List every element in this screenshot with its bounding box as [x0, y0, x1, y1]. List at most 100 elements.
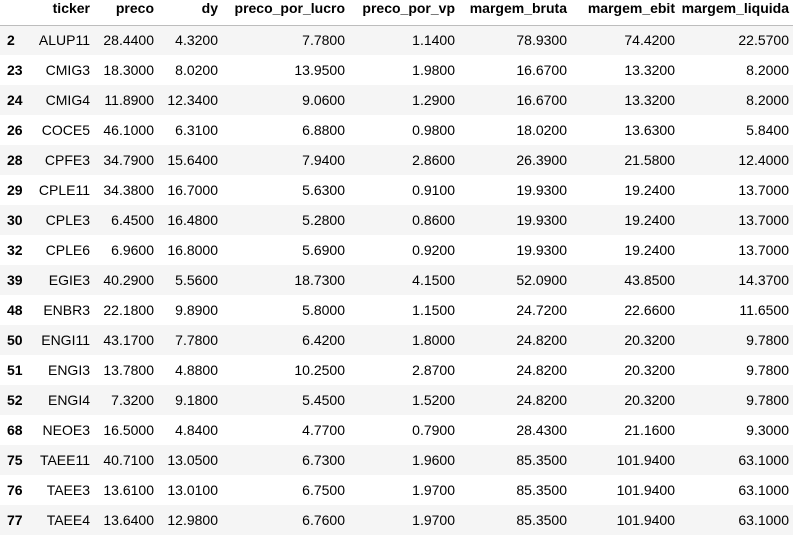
cell-margem-liquida: 9.3000 — [746, 422, 789, 438]
cell-preco-por-lucro: 5.6900 — [302, 242, 345, 258]
cell-ticker: EGIE3 — [48, 272, 90, 288]
row-index: 30 — [7, 212, 23, 228]
cell-preco: 18.3000 — [103, 62, 154, 78]
cell-dy: 16.4800 — [167, 212, 218, 228]
cell-dy: 16.7000 — [167, 182, 218, 198]
table-row: 52 ENGI4 7.3200 9.1800 5.4500 1.5200 24.8200 20… — [0, 385, 793, 415]
cell-preco-por-vp: 1.9600 — [412, 452, 455, 468]
cell-margem-bruta: 26.3900 — [516, 152, 567, 168]
cell-margem-ebit: 74.4200 — [624, 32, 675, 49]
cell-dy: 13.0500 — [167, 452, 218, 468]
cell-margem-ebit: 21.1600 — [624, 422, 675, 438]
cell-preco-por-lucro: 9.0600 — [302, 92, 345, 108]
cell-ticker: CMIG4 — [45, 92, 90, 108]
cell-preco-por-vp: 0.8600 — [412, 212, 455, 228]
cell-preco-por-vp: 0.9100 — [412, 182, 455, 198]
cell-preco-por-vp: 1.9800 — [412, 62, 455, 78]
row-index: 24 — [7, 92, 23, 108]
cell-preco-por-lucro: 5.4500 — [302, 392, 345, 408]
cell-dy: 12.3400 — [167, 92, 218, 108]
cell-dy: 4.3200 — [175, 32, 218, 49]
cell-preco-por-lucro: 6.7600 — [302, 512, 345, 528]
cell-preco-por-vp: 0.7900 — [412, 422, 455, 438]
cell-preco-por-vp: 1.8000 — [412, 332, 455, 348]
cell-margem-liquida: 8.2000 — [746, 92, 789, 108]
cell-margem-bruta: 85.3500 — [516, 512, 567, 528]
cell-dy: 12.9800 — [167, 512, 218, 528]
table-row: 32 CPLE6 6.9600 16.8000 5.6900 0.9200 19.9300 1… — [0, 235, 793, 265]
cell-dy: 6.3100 — [175, 122, 218, 138]
cell-margem-liquida: 63.1000 — [738, 482, 789, 498]
cell-ticker: ENBR3 — [43, 302, 90, 318]
cell-dy: 8.0200 — [175, 62, 218, 78]
cell-margem-liquida: 13.7000 — [738, 212, 789, 228]
table-row: 2 ALUP11 28.4400 4.3200 7.7800 1.1400 78.9300 7… — [0, 25, 793, 55]
cell-margem-liquida: 9.7800 — [746, 362, 789, 378]
cell-margem-ebit: 101.9400 — [616, 512, 675, 528]
row-index: 51 — [7, 362, 23, 378]
cell-preco-por-vp: 1.9700 — [412, 482, 455, 498]
cell-preco: 34.7900 — [103, 152, 154, 168]
cell-margem-ebit: 20.3200 — [624, 392, 675, 408]
row-index: 77 — [7, 512, 23, 528]
row-index: 29 — [7, 182, 23, 198]
cell-preco-por-lucro: 4.7700 — [302, 422, 345, 438]
column-header-ticker: ticker — [32, 0, 94, 26]
column-header-dy: dy — [158, 0, 222, 26]
table-row: 29 CPLE11 34.3800 16.7000 5.6300 0.9100 19.930… — [0, 175, 793, 205]
cell-margem-liquida: 14.3700 — [738, 272, 789, 288]
cell-ticker: TAEE3 — [46, 482, 90, 498]
cell-preco: 13.6100 — [103, 482, 154, 498]
cell-preco: 46.1000 — [103, 122, 154, 138]
column-header-margem-ebit: margem_ebit — [571, 0, 679, 26]
cell-dy: 16.8000 — [167, 242, 218, 258]
cell-margem-liquida: 63.1000 — [738, 452, 789, 468]
cell-margem-bruta: 19.9300 — [516, 242, 567, 258]
cell-preco-por-vp: 0.9800 — [412, 122, 455, 138]
cell-preco-por-lucro: 13.9500 — [294, 62, 345, 78]
cell-preco: 22.1800 — [103, 302, 154, 318]
cell-preco-por-vp: 1.1400 — [412, 32, 455, 49]
cell-dy: 7.7800 — [175, 332, 218, 348]
cell-margem-bruta: 78.9300 — [516, 32, 567, 49]
column-header-margem-bruta: margem_bruta — [459, 0, 571, 26]
cell-margem-bruta: 18.0200 — [516, 122, 567, 138]
cell-ticker: ENGI3 — [47, 362, 90, 378]
cell-margem-liquida: 12.4000 — [738, 152, 789, 168]
cell-ticker: CMIG3 — [45, 62, 90, 78]
cell-preco: 40.2900 — [103, 272, 154, 288]
cell-preco-por-lucro: 6.8800 — [302, 122, 345, 138]
cell-preco-por-vp: 1.2900 — [412, 92, 455, 108]
row-index: 23 — [7, 62, 23, 78]
cell-dy: 5.5600 — [175, 272, 218, 288]
table-header: ticker preco dy preco_por_lucro preco_por_vp… — [0, 0, 793, 26]
cell-preco: 7.3200 — [111, 392, 154, 408]
table-row: 76 TAEE3 13.6100 13.0100 6.7500 1.9700 85.3500… — [0, 475, 793, 505]
cell-preco-por-vp: 1.9700 — [412, 512, 455, 528]
cell-ticker: NEOE3 — [42, 422, 90, 438]
cell-ticker: COCE5 — [41, 122, 90, 138]
cell-margem-bruta: 24.8200 — [516, 362, 567, 378]
column-header-preco-por-vp: preco_por_vp — [349, 0, 459, 26]
cell-preco-por-vp: 0.9200 — [412, 242, 455, 258]
table-row: 30 CPLE3 6.4500 16.4800 5.2800 0.8600 19.9300 1… — [0, 205, 793, 235]
cell-margem-ebit: 101.9400 — [616, 482, 675, 498]
cell-dy: 4.8400 — [175, 422, 218, 438]
cell-margem-bruta: 85.3500 — [516, 452, 567, 468]
table-row: 26 COCE5 46.1000 6.3100 6.8800 0.9800 18.0200 1… — [0, 115, 793, 145]
cell-preco-por-lucro: 6.7500 — [302, 482, 345, 498]
cell-margem-liquida: 11.6500 — [739, 302, 789, 318]
cell-dy: 9.8900 — [175, 302, 218, 318]
table-row: 28 CPFE3 34.7900 15.6400 7.9400 2.8600 26.3900… — [0, 145, 793, 175]
cell-preco-por-lucro: 5.8000 — [302, 302, 345, 318]
row-index: 75 — [7, 452, 23, 468]
cell-ticker: CPLE6 — [45, 242, 90, 258]
cell-preco: 40.7100 — [103, 452, 154, 468]
cell-margem-ebit: 13.3200 — [624, 62, 675, 78]
table-body: 2 ALUP11 28.4400 4.3200 7.7800 1.1400 78.9300 7… — [0, 25, 793, 535]
cell-preco-por-lucro: 6.4200 — [302, 332, 345, 348]
cell-margem-ebit: 13.6300 — [624, 122, 675, 138]
cell-dy: 4.8800 — [175, 362, 218, 378]
cell-preco: 43.1700 — [103, 332, 154, 348]
